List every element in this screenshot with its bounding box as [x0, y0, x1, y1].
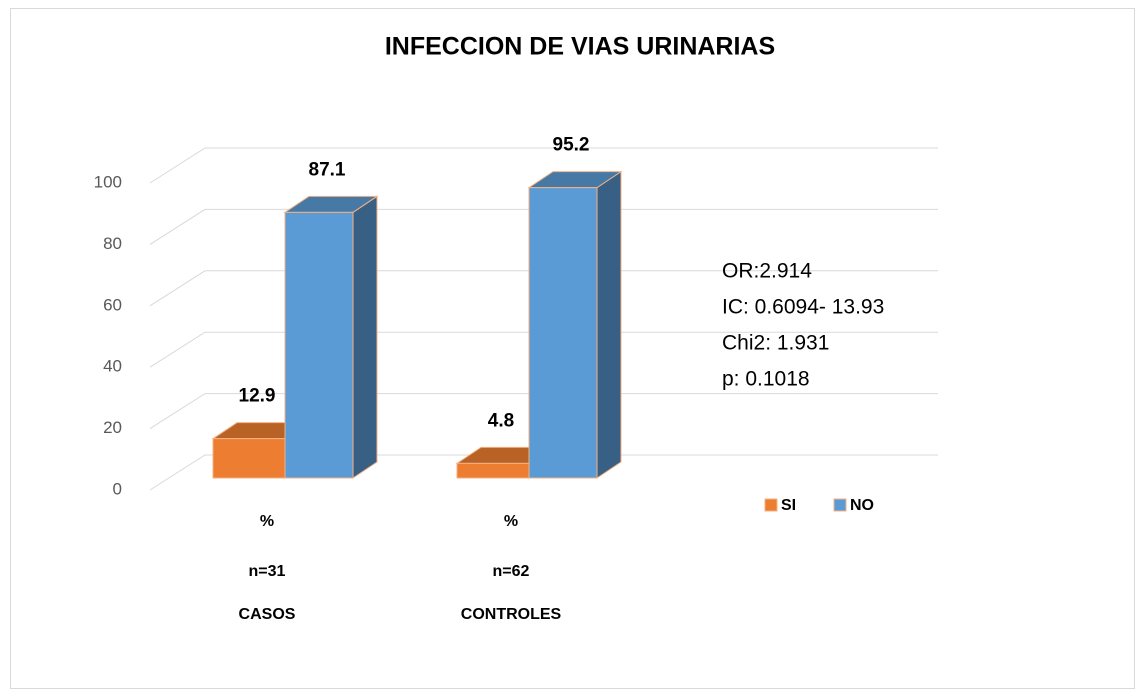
x-tick-label: % [504, 513, 518, 530]
annotation: Chi2: 1.931 [722, 332, 829, 355]
bar-side [596, 170, 622, 479]
legend-label: SI [781, 497, 796, 514]
grid-line [149, 147, 938, 184]
x-tick-label: CASOS [239, 606, 296, 623]
data-label: 12.9 [239, 386, 276, 407]
data-label: 95.2 [553, 135, 590, 156]
grid-line [149, 270, 938, 307]
annotation: IC: 0.6094- 13.93 [722, 296, 884, 319]
bar-side [352, 195, 378, 479]
bar [528, 187, 598, 479]
bar [456, 462, 530, 479]
y-tick-label: 80 [103, 234, 122, 253]
x-tick-label: CONTROLES [461, 606, 562, 623]
y-tick-label: 100 [94, 172, 122, 191]
legend-swatch [833, 498, 847, 512]
bar [212, 438, 286, 479]
grid-line [149, 208, 938, 245]
y-tick-label: 60 [103, 295, 122, 314]
x-tick-label: n=62 [493, 563, 530, 580]
data-label: 4.8 [488, 410, 514, 431]
bar [284, 211, 354, 479]
y-tick-label: 40 [103, 357, 122, 376]
grid-line [149, 393, 938, 430]
x-tick-label: % [260, 513, 274, 530]
legend-swatch [764, 498, 778, 512]
data-label: 87.1 [309, 159, 346, 180]
y-tick-label: 20 [103, 418, 122, 437]
legend-label: NO [850, 497, 874, 514]
annotation: OR:2.914 [722, 260, 812, 283]
grid-line [149, 454, 938, 491]
y-tick-label: 0 [113, 479, 122, 498]
grid-line [149, 331, 938, 368]
chart-title: INFECCION DE VIAS URINARIAS [385, 33, 775, 61]
annotation: p: 0.1018 [722, 368, 810, 391]
x-tick-label: n=31 [249, 563, 286, 580]
